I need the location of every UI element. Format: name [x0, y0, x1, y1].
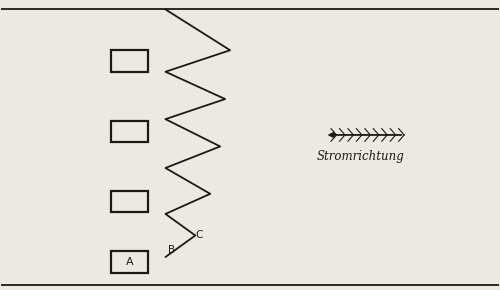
- Text: C: C: [196, 231, 202, 240]
- Bar: [111, 50, 148, 72]
- Text: A: A: [126, 257, 133, 267]
- Text: B: B: [168, 245, 175, 255]
- Bar: [111, 191, 148, 213]
- Bar: [111, 251, 148, 273]
- Bar: [111, 121, 148, 142]
- Text: Stromrichtung: Stromrichtung: [317, 150, 405, 163]
